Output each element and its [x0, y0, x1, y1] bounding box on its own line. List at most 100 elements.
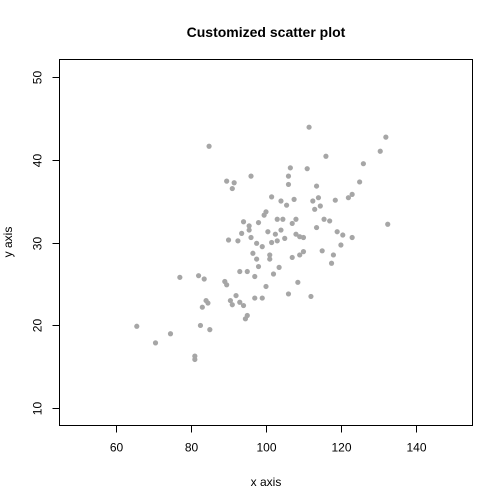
scatter-point	[237, 268, 243, 275]
scatter-point	[315, 195, 322, 201]
scatter-point	[255, 263, 262, 270]
scatter-point	[321, 216, 327, 222]
scatter-point	[237, 299, 243, 305]
y-tick-label: 40	[31, 154, 45, 168]
scatter-point	[272, 231, 278, 237]
scatter-point	[177, 274, 183, 280]
scatter-point	[255, 219, 262, 226]
scatter-point	[233, 292, 239, 299]
x-tick-label: 140	[406, 441, 426, 455]
scatter-point	[248, 173, 254, 179]
y-tick-label: 50	[31, 71, 45, 85]
scatter-point	[289, 254, 295, 261]
scatter-point	[285, 173, 292, 179]
scatter-point	[293, 231, 299, 237]
scatter-point	[167, 331, 174, 337]
scatter-point	[192, 356, 198, 363]
scatter-point	[270, 271, 277, 277]
scatter-point	[201, 276, 207, 282]
scatter-point	[231, 180, 237, 186]
scatter-point	[280, 216, 286, 222]
scatter-point	[206, 143, 212, 149]
scatter-point	[235, 238, 241, 244]
scatter-point	[306, 124, 312, 130]
scatter-point	[338, 242, 344, 248]
scatter-point	[328, 260, 335, 266]
scatter-point	[285, 181, 292, 188]
y-axis: 10 20 30 40 50	[31, 71, 60, 416]
scatter-point	[276, 264, 282, 270]
scatter-point	[267, 256, 273, 262]
scatter-point	[207, 327, 213, 333]
scatter-point	[312, 206, 318, 212]
scatter-point	[250, 250, 256, 256]
scatter-point	[265, 229, 271, 235]
scatter-point	[269, 194, 275, 200]
scatter-point	[229, 302, 235, 308]
scatter-point	[383, 134, 389, 140]
y-tick-label: 10	[31, 402, 45, 416]
scatter-point	[254, 256, 260, 262]
chart-title: Customized scatter plot	[187, 24, 346, 40]
scatter-point	[310, 198, 316, 204]
scatter-point	[224, 282, 230, 288]
scatter-point	[248, 234, 254, 241]
x-tick-label: 60	[110, 441, 124, 455]
x-tick-label: 100	[256, 441, 276, 455]
scatter-point	[360, 161, 366, 167]
scatter-point	[300, 249, 307, 255]
scatter-point	[152, 340, 159, 346]
scatter-point	[274, 238, 280, 244]
scatter-point	[330, 252, 337, 258]
y-axis-label: y axis	[1, 227, 15, 258]
scatter-point	[240, 219, 247, 225]
scatter-point	[269, 239, 275, 246]
scatter-point	[246, 223, 252, 229]
scatter-point	[300, 234, 307, 241]
scatter-point	[313, 183, 320, 189]
scatter-point	[246, 227, 252, 233]
plot-area-frame	[59, 59, 473, 426]
scatter-point	[254, 240, 260, 246]
scatter-point	[197, 322, 204, 329]
scatter-point	[313, 224, 320, 231]
scatter-point	[317, 203, 323, 209]
scatter-point	[224, 178, 230, 184]
scatter-point	[252, 295, 258, 301]
scatter-point	[278, 227, 284, 233]
scatter-point	[274, 216, 280, 222]
scatter-point	[349, 191, 355, 197]
scatter-point	[285, 291, 292, 297]
scatter-point	[259, 295, 265, 301]
scatter-point	[282, 235, 288, 241]
scatter-point	[345, 195, 351, 201]
scatter-point	[293, 216, 299, 222]
scatter-point	[195, 273, 202, 279]
scatter-point	[377, 148, 383, 154]
scatter-point	[385, 221, 391, 227]
scatter-point	[244, 312, 250, 319]
scatter-point	[263, 283, 269, 290]
scatter-point	[240, 302, 247, 309]
scatter-point	[334, 229, 340, 235]
scatter-point	[327, 218, 333, 224]
scatter-point	[304, 166, 310, 172]
scatter-point	[229, 185, 235, 192]
scatter-point	[357, 179, 363, 185]
scatter-point	[349, 234, 355, 241]
y-tick-label: 30	[31, 237, 45, 251]
scatter-point	[225, 237, 232, 243]
scatter-point	[323, 153, 329, 159]
scatter-point	[289, 220, 295, 227]
scatter-point	[227, 297, 234, 304]
scatter-point	[319, 248, 325, 254]
scatter-point	[287, 165, 293, 171]
scatter-point	[252, 273, 258, 280]
y-tick-label: 20	[31, 319, 45, 333]
scatter-point	[199, 304, 205, 310]
scatter-point	[263, 209, 269, 215]
x-tick-label: 80	[185, 441, 199, 455]
scatter-point	[340, 232, 346, 238]
